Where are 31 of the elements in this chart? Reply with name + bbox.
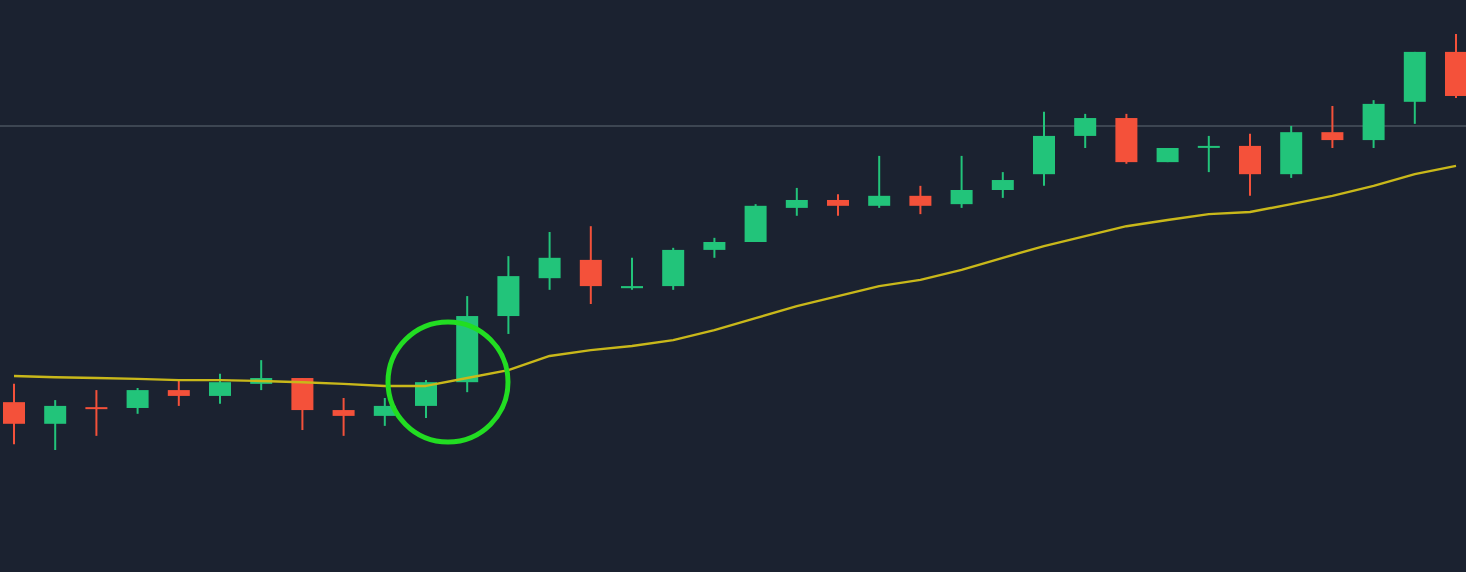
candlestick	[579, 225, 602, 305]
candlestick	[167, 379, 190, 407]
candlestick	[909, 184, 932, 216]
candlestick	[1321, 104, 1344, 149]
candlestick	[209, 372, 231, 405]
candlestick	[1074, 112, 1097, 149]
candlestick	[3, 382, 25, 446]
candlestick	[703, 236, 726, 259]
candlestick	[991, 171, 1014, 199]
candlestick	[827, 193, 849, 217]
candlestick	[868, 154, 891, 209]
candlestick	[950, 154, 973, 209]
candlestick	[1033, 110, 1055, 187]
candlestick	[1239, 132, 1261, 197]
candlestick	[1115, 112, 1138, 165]
candlestick	[621, 256, 643, 291]
candlestick	[744, 203, 767, 243]
candlestick	[126, 387, 149, 415]
candlestick	[1445, 33, 1466, 100]
candlestick	[415, 379, 437, 419]
candlestick	[497, 255, 520, 335]
candlestick	[1362, 99, 1385, 149]
candlestick	[785, 186, 808, 217]
candlestick	[332, 397, 355, 437]
candlestick	[85, 389, 108, 437]
candlestick	[44, 399, 67, 451]
candlestick	[538, 231, 561, 291]
candlestick	[1197, 134, 1220, 174]
candlestick	[1280, 124, 1303, 179]
candlestick	[662, 246, 685, 291]
candlestick	[291, 377, 314, 432]
